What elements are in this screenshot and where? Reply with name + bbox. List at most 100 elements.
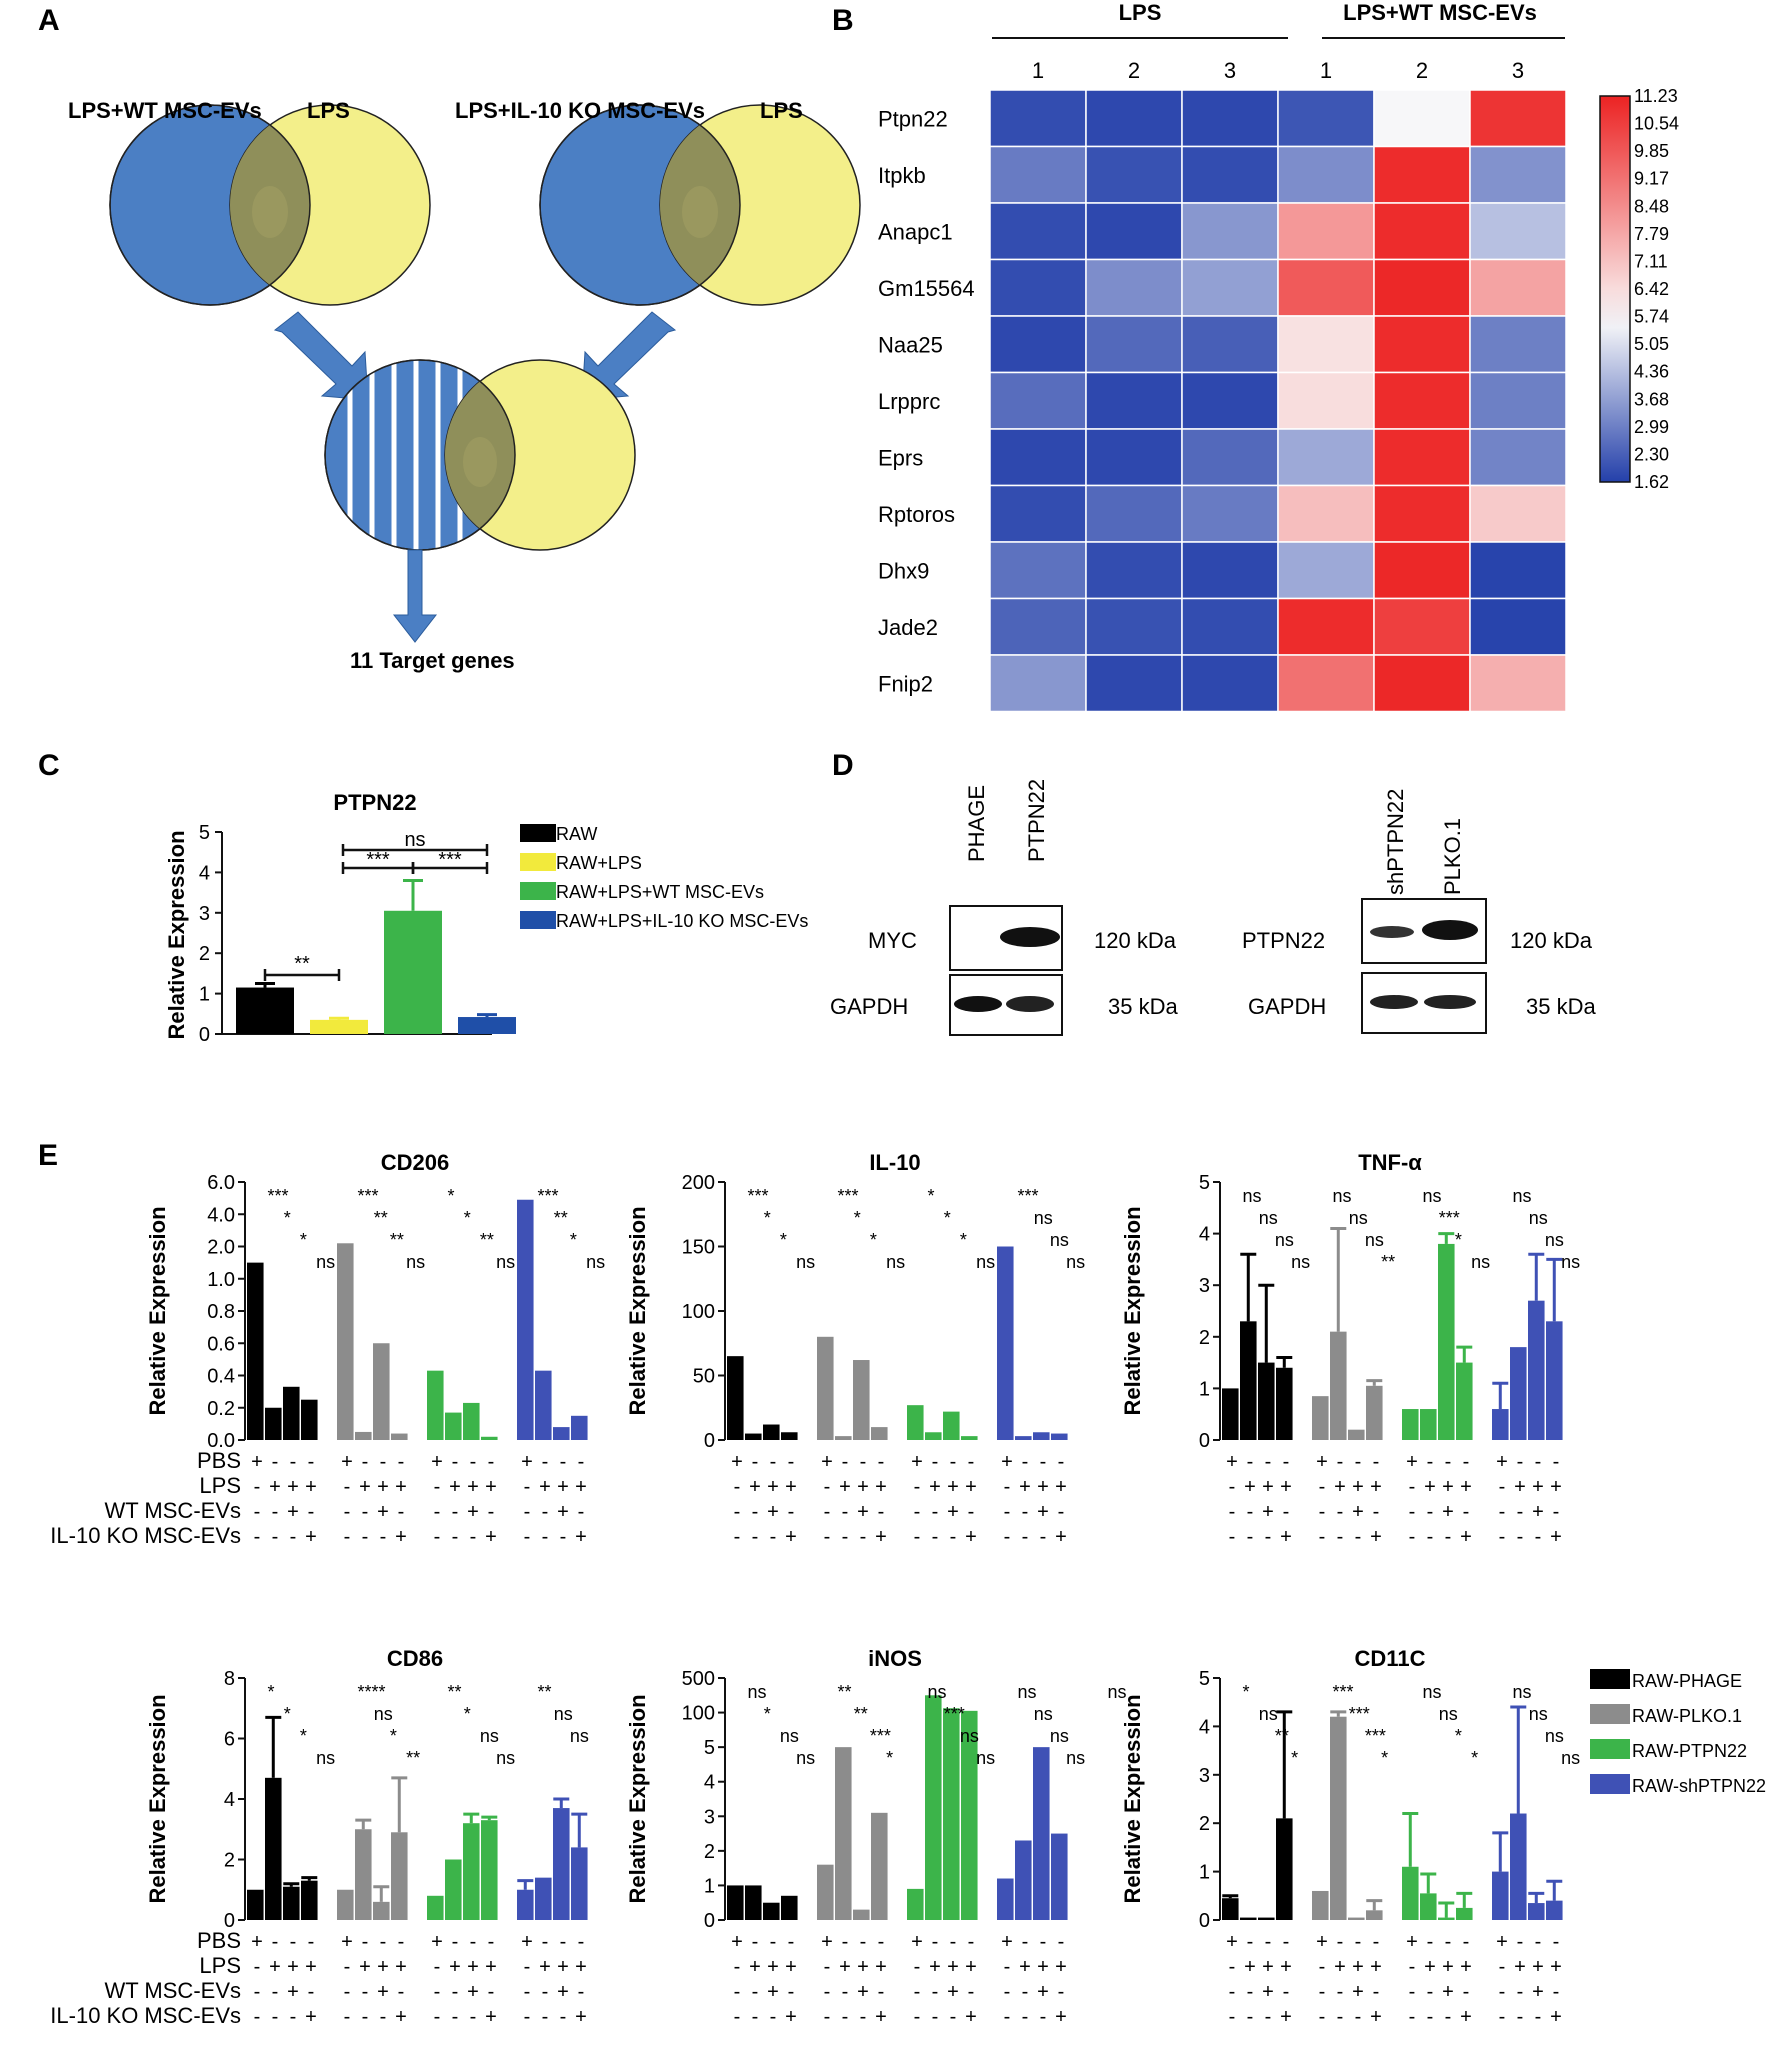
- chart-c-legend-swatch: [520, 824, 556, 842]
- treatment-sign: +: [1280, 1956, 1292, 1978]
- treatment-sign: +: [359, 1476, 371, 1498]
- treatment-sign: -: [734, 2006, 741, 2028]
- treatment-sign: -: [1022, 1451, 1029, 1473]
- chart-significance: ns: [1349, 1208, 1368, 1228]
- chart-c-significance: ***: [438, 849, 462, 871]
- treatment-sign: +: [1280, 1526, 1292, 1548]
- treatment-sign: -: [950, 1931, 957, 1953]
- treatment-sign: -: [968, 1981, 975, 2003]
- treatment-sign: -: [1373, 1981, 1380, 2003]
- treatment-sign: -: [842, 1501, 849, 1523]
- treatment-sign: -: [308, 1501, 315, 1523]
- treatment-sign: +: [1460, 2006, 1472, 2028]
- chart-bar: [481, 1436, 498, 1440]
- treatment-sign: -: [398, 1931, 405, 1953]
- treatment-sign: -: [1499, 2006, 1506, 2028]
- treatment-sign: +: [1532, 1476, 1544, 1498]
- treatment-sign: +: [731, 1451, 743, 1473]
- chart-significance: **: [390, 1230, 404, 1250]
- treatment-sign: -: [1058, 1931, 1065, 1953]
- chart-c-legend-swatch: [520, 853, 556, 871]
- treatment-sign: +: [1532, 1956, 1544, 1978]
- treatment-sign: -: [1022, 2006, 1029, 2028]
- chart-bar: [1366, 1910, 1383, 1920]
- chart-tick: 200: [682, 1172, 715, 1194]
- chart-significance: ***: [538, 1186, 559, 1206]
- wb-ptpn22-band-2: [1422, 920, 1478, 940]
- treatment-sign: +: [767, 1476, 779, 1498]
- treatment-sign: -: [254, 1501, 261, 1523]
- chart-significance: ***: [1349, 1704, 1370, 1724]
- treatment-sign: +: [1280, 1476, 1292, 1498]
- treatment-sign: +: [1316, 1931, 1328, 1953]
- heatmap-cell: [1085, 145, 1183, 204]
- treatment-sign: +: [1352, 1476, 1364, 1498]
- heatmap-scale-label: 5.05: [1634, 334, 1669, 354]
- chart-tick: 2: [1199, 1813, 1210, 1835]
- e-legend-label: RAW-PLKO.1: [1632, 1706, 1742, 1726]
- chart-c-bar: [384, 910, 442, 1034]
- treatment-sign: -: [1427, 1981, 1434, 2003]
- treatment-sign: -: [470, 1451, 477, 1473]
- treatment-sign: -: [1337, 1931, 1344, 1953]
- chart-significance: ns: [1545, 1230, 1564, 1250]
- treatment-sign: +: [431, 1931, 443, 1953]
- treatment-sign: +: [1496, 1931, 1508, 1953]
- e-legend-label: RAW-shPTPN22: [1632, 1776, 1766, 1796]
- treatment-sign: -: [752, 1451, 759, 1473]
- heatmap-cell: [989, 145, 1087, 204]
- chart-bar: [745, 1885, 762, 1920]
- chart-bar: [871, 1812, 888, 1920]
- wb-size-35-left: 35 kDa: [1108, 994, 1178, 1019]
- treatment-sign: +: [287, 1981, 299, 2003]
- treatment-sign: -: [362, 2006, 369, 2028]
- treatment-sign: -: [1463, 1451, 1470, 1473]
- treatment-sign: -: [770, 1931, 777, 1953]
- treatment-sign: -: [968, 1451, 975, 1473]
- chart-significance: ns: [928, 1682, 947, 1702]
- treatment-sign: +: [1460, 1476, 1472, 1498]
- venn-label-ko: LPS+IL-10 KO MSC-EVs: [455, 98, 705, 123]
- treatment-sign: +: [929, 1956, 941, 1978]
- treatment-sign: +: [1037, 1501, 1049, 1523]
- heatmap-cell: [989, 597, 1087, 656]
- chart-tick: 5: [1199, 1668, 1210, 1690]
- chart-significance: **: [554, 1208, 568, 1228]
- treatment-sign: -: [1004, 2006, 1011, 2028]
- chart-significance: **: [374, 1208, 388, 1228]
- chart-significance: ns: [976, 1748, 995, 1768]
- chart-bar: [247, 1262, 264, 1440]
- chart-ylabel: Relative Expression: [625, 1694, 650, 1903]
- treatment-sign: -: [1247, 1501, 1254, 1523]
- treatment-sign: -: [734, 1956, 741, 1978]
- treatment-sign: -: [1337, 1501, 1344, 1523]
- chart-bar: [1258, 1362, 1275, 1440]
- chart-tick: 500: [682, 1668, 715, 1690]
- treatment-sign: +: [857, 1501, 869, 1523]
- treatment-sign: -: [542, 1931, 549, 1953]
- treatment-sign: +: [1496, 1451, 1508, 1473]
- treatment-sign: +: [785, 1956, 797, 1978]
- treatment-sign: -: [770, 2006, 777, 2028]
- treatment-sign: -: [1535, 1526, 1542, 1548]
- heatmap-cell: [1373, 428, 1471, 487]
- heatmap-cell: [1469, 541, 1567, 600]
- heatmap-cell: [1469, 484, 1567, 543]
- treatment-sign: -: [1427, 1451, 1434, 1473]
- treatment-sign: +: [359, 1956, 371, 1978]
- heatmap-scale-label: 4.36: [1634, 362, 1669, 382]
- heatmap-cell: [989, 315, 1087, 374]
- heatmap-gene-label: Lrpprc: [878, 389, 940, 414]
- heatmap-cell: [1277, 315, 1375, 374]
- treatment-sign: -: [578, 1981, 585, 2003]
- chart-bar: [355, 1431, 372, 1440]
- treatment-sign: +: [467, 1476, 479, 1498]
- treatment-sign: -: [1283, 1501, 1290, 1523]
- chart-tick: 6.0: [207, 1172, 235, 1194]
- panel-e-charts: CD206 Relative Expression 0.0 0.2 0.4 0.6 0.8 1…: [50, 1150, 1580, 2028]
- chart-bar: [1330, 1331, 1347, 1440]
- chart-bar: [1051, 1433, 1068, 1440]
- treatment-sign: -: [1004, 1501, 1011, 1523]
- panel-e-legend: RAW-PHAGE RAW-PLKO.1 RAW-PTPN22 RAW-shPTPN2…: [1590, 1669, 1766, 1796]
